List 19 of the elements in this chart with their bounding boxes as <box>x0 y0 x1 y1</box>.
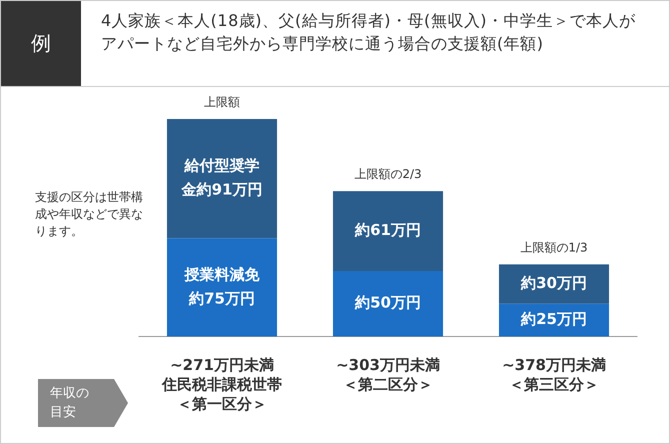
data-label: 約25万円 <box>520 310 587 328</box>
text: 例 <box>1 1 81 86</box>
data-label: 約50万円 <box>354 294 421 312</box>
x-tick-label: ~303万円未満＜第二区分＞ <box>336 356 440 394</box>
total-label: 上限額の1/3 <box>520 240 588 255</box>
data-label: 授業料減免約75万円 <box>184 265 260 308</box>
text: 年収の目安 <box>50 385 90 422</box>
data-label: 約61万円 <box>354 220 421 239</box>
x-tick-label: ~271万円未満住民税非課税世帯＜第一区分＞ <box>161 356 282 414</box>
total-label: 上限額の2/3 <box>354 167 422 182</box>
total-label: 上限額 <box>204 95 240 110</box>
data-label: 給付型奨学金約91万円 <box>180 156 262 199</box>
bar <box>166 119 278 238</box>
chart-title: 4人家族＜本人(18歳)、父(給与所得者)・母(無収入)・中学生＞で本人がアパートなど自宅外から専門学校に通う場合の支援額(年額) <box>101 10 636 55</box>
data-label: 約30万円 <box>520 274 587 292</box>
annotation: 支援の区分は世帯構成や年収などで異なります。 <box>35 189 144 240</box>
bar <box>332 270 444 336</box>
x-tick-label: ~378万円未満＜第三区分＞ <box>502 356 606 394</box>
bar <box>332 191 444 271</box>
